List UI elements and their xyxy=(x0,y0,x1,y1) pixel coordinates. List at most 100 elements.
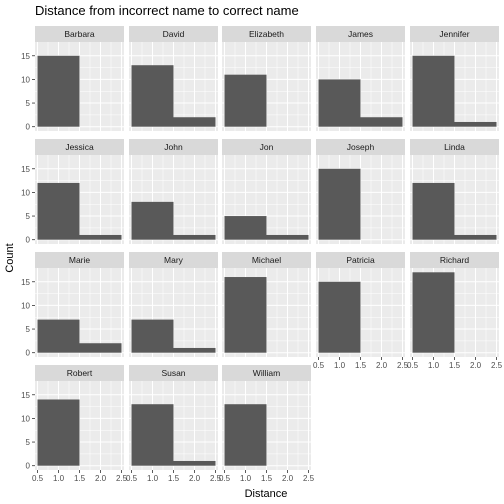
facet-strip xyxy=(35,252,124,268)
facet-panel: Richard 0.5 1.0 1.5 2.0 2.5 xyxy=(407,252,503,370)
facet-label: Elizabeth xyxy=(249,29,284,39)
y-tick-label: 10 xyxy=(21,301,30,310)
x-tick-label: 2.5 xyxy=(210,474,222,483)
facet-strip xyxy=(410,139,499,155)
histogram-bar xyxy=(224,277,267,353)
facet-panel: Marie 0 5 10 15 xyxy=(21,252,124,358)
facet-label: Michael xyxy=(252,255,281,265)
histogram-bar xyxy=(173,234,216,240)
facet-strip xyxy=(410,252,499,268)
x-tick-label: 1.5 xyxy=(355,361,367,370)
facet-label: Mary xyxy=(164,255,184,265)
facet-label: Joseph xyxy=(347,142,375,152)
facet-panel: William 0.5 1.0 1.5 2.0 2.5 xyxy=(219,365,315,483)
histogram-bar xyxy=(37,182,80,240)
facet-label: Linda xyxy=(444,142,465,152)
histogram-bar xyxy=(37,399,80,466)
facet-panel: Patricia 0.5 1.0 1.5 2.0 2.5 xyxy=(313,252,409,370)
histogram-bar xyxy=(37,319,80,353)
y-tick-label: 0 xyxy=(26,462,31,471)
facet-panel: Barbara 0 5 10 15 xyxy=(21,26,124,132)
facet-panel: John xyxy=(129,139,218,244)
histogram-bar xyxy=(173,347,216,353)
histogram-bar xyxy=(412,182,455,240)
x-tick-label: 0.5 xyxy=(219,474,231,483)
facet-label: Robert xyxy=(67,368,93,378)
x-tick-label: 1.5 xyxy=(449,361,461,370)
y-tick-label: 15 xyxy=(21,165,30,174)
facet-label: Jon xyxy=(260,142,274,152)
facet-panel: Susan 0.5 1.0 1.5 2.0 2.5 xyxy=(126,365,222,483)
y-tick-label: 5 xyxy=(26,325,31,334)
facet-panel: Elizabeth xyxy=(222,26,311,131)
y-axis-title: Count xyxy=(4,243,16,272)
facet-strip xyxy=(316,26,405,42)
facet-panel: Mary xyxy=(129,252,218,357)
y-tick-label: 0 xyxy=(26,123,31,132)
facet-label: James xyxy=(348,29,373,39)
x-tick-label: 0.5 xyxy=(313,361,325,370)
facet-panel: Joseph xyxy=(316,139,405,244)
y-tick-label: 15 xyxy=(21,278,30,287)
histogram-bar xyxy=(173,460,216,466)
facet-panel: Jennifer xyxy=(410,26,499,131)
y-tick-label: 5 xyxy=(26,99,31,108)
x-tick-label: 2.0 xyxy=(376,361,388,370)
histogram-bar xyxy=(412,272,455,353)
x-tick-label: 0.5 xyxy=(32,474,44,483)
x-tick-label: 1.5 xyxy=(168,474,180,483)
histogram-bar xyxy=(224,216,267,240)
y-tick-label: 5 xyxy=(26,212,31,221)
facet-label: Susan xyxy=(161,368,185,378)
y-tick-label: 5 xyxy=(26,438,31,447)
y-tick-label: 10 xyxy=(21,75,30,84)
histogram-bar xyxy=(360,117,403,127)
x-tick-label: 1.5 xyxy=(261,474,273,483)
chart-title: Distance from incorrect name to correct … xyxy=(35,3,299,18)
histogram-bar xyxy=(79,234,122,240)
facet-label: William xyxy=(253,368,280,378)
x-tick-label: 2.0 xyxy=(95,474,107,483)
x-tick-label: 1.0 xyxy=(240,474,252,483)
histogram-bar xyxy=(318,281,361,353)
y-tick-label: 10 xyxy=(21,188,30,197)
y-tick-label: 0 xyxy=(26,236,31,245)
histogram-bar xyxy=(37,55,80,127)
facet-strip xyxy=(316,252,405,268)
y-tick-label: 10 xyxy=(21,414,30,423)
histogram-bar xyxy=(131,319,174,353)
histogram-bar xyxy=(454,121,497,127)
facet-strip xyxy=(222,252,311,268)
histogram-bar xyxy=(131,404,174,466)
histogram-bar xyxy=(266,234,309,240)
facet-strip xyxy=(316,139,405,155)
facet-panel: James xyxy=(316,26,405,131)
x-tick-label: 2.0 xyxy=(282,474,294,483)
histogram-bar xyxy=(131,65,174,127)
x-tick-label: 2.0 xyxy=(189,474,201,483)
x-tick-label: 1.0 xyxy=(147,474,159,483)
facet-panel: Linda xyxy=(410,139,499,244)
y-tick-label: 0 xyxy=(26,349,31,358)
x-tick-label: 2.5 xyxy=(397,361,409,370)
x-tick-label: 1.5 xyxy=(74,474,86,483)
facet-label: David xyxy=(163,29,185,39)
histogram-bar xyxy=(412,55,455,127)
facet-label: John xyxy=(164,142,183,152)
histogram-bar xyxy=(454,234,497,240)
histogram-bar xyxy=(79,343,122,353)
facet-strip xyxy=(35,139,124,155)
facet-label: Marie xyxy=(69,255,91,265)
facet-strip xyxy=(410,26,499,42)
histogram-bar xyxy=(224,404,267,466)
facet-strip xyxy=(222,26,311,42)
facet-strip xyxy=(222,365,311,381)
facet-label: Richard xyxy=(440,255,470,265)
x-tick-label: 0.5 xyxy=(126,474,138,483)
x-tick-label: 1.0 xyxy=(334,361,346,370)
x-tick-label: 1.0 xyxy=(53,474,65,483)
facet-strip xyxy=(222,139,311,155)
facet-strip xyxy=(129,252,218,268)
facet-strip xyxy=(129,26,218,42)
